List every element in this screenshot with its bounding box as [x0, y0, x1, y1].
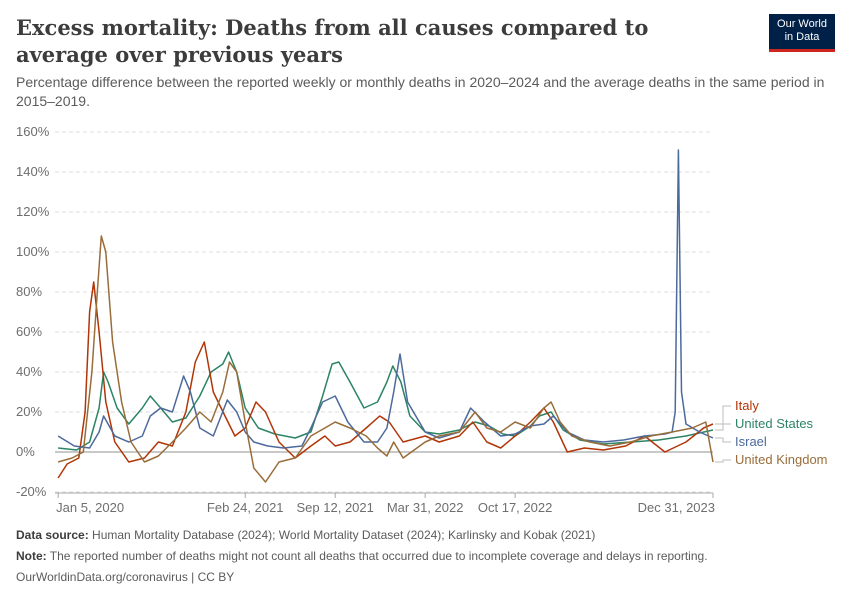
series-lines [57, 149, 714, 483]
y-tick-label: 160% [16, 124, 50, 139]
y-tick-label: 80% [16, 284, 42, 299]
legend-label-united-states: United States [735, 416, 814, 431]
y-tick-label: 100% [16, 244, 50, 259]
line-chart: -20% 0% 20% 40% 60% 80% 100% 120% 140% 160% Jan 5,… [16, 124, 828, 515]
series-line-united-kingdom [57, 235, 714, 483]
x-tick-label: Dec 31, 2023 [638, 500, 715, 515]
chart-title: Excess mortality: Deaths from all causes… [16, 15, 649, 67]
y-tick-label: 60% [16, 324, 42, 339]
legend-connector-united-states [715, 423, 731, 431]
x-tick-label: Feb 24, 2021 [207, 500, 284, 515]
grid-lines [55, 131, 713, 493]
note-line: Note: The reported number of deaths migh… [16, 548, 836, 564]
chart-subtitle: Percentage difference between the report… [16, 74, 825, 109]
series-line-italy [57, 281, 714, 479]
y-tick-label: 40% [16, 364, 42, 379]
data-source-text: Human Mortality Database (2024); World M… [92, 528, 596, 542]
owid-logo[interactable]: Our World in Data [769, 14, 835, 52]
credit-link[interactable]: OurWorldinData.org/coronavirus | CC BY [16, 570, 235, 584]
data-source-line: Data source: Human Mortality Database (2… [16, 527, 836, 543]
y-tick-label: 120% [16, 204, 50, 219]
legend-label-israel: Israel [735, 434, 767, 449]
x-tick-label: Sep 12, 2021 [297, 500, 374, 515]
series-line-united-states [58, 351, 714, 451]
note-text: The reported number of deaths might not … [49, 549, 708, 563]
y-tick-label: -20% [16, 484, 47, 499]
y-tick-label: 140% [16, 164, 50, 179]
series-line-israel [57, 149, 714, 449]
y-tick-label: 20% [16, 404, 42, 419]
legend-label-united-kingdom: United Kingdom [735, 452, 828, 467]
logo-line-1: Our World [777, 18, 827, 30]
note-label: Note: [16, 549, 47, 563]
legend-connector-united-kingdom [715, 459, 731, 463]
x-tick-label: Oct 17, 2022 [478, 500, 552, 515]
data-source-label: Data source: [16, 528, 89, 542]
x-tick-label: Mar 31, 2022 [387, 500, 464, 515]
y-tick-label: 0% [16, 444, 35, 459]
logo-line-2: in Data [784, 31, 820, 43]
legend-connector-israel [715, 437, 731, 443]
axes: -20% 0% 20% 40% 60% 80% 100% 120% 140% 160% Jan 5,… [16, 124, 715, 515]
legend: Italy United States Israel United Kingdom [715, 398, 828, 467]
legend-label-italy: Italy [735, 398, 759, 413]
legend-connector-italy [715, 405, 731, 425]
x-tick-label: Jan 5, 2020 [56, 500, 124, 515]
